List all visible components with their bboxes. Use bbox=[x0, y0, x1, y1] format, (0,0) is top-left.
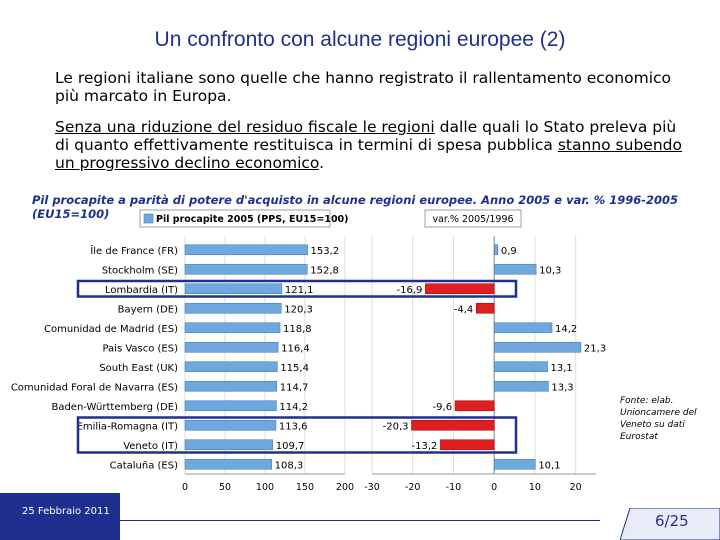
var-value-label: 13,3 bbox=[551, 382, 573, 393]
underlined-phrase-2: stanno subendo un progressivo declino ec… bbox=[55, 136, 682, 172]
x-tick-label-right: 10 bbox=[529, 482, 541, 493]
paragraph-text-2: . bbox=[319, 154, 325, 172]
x-tick-label-right: -30 bbox=[364, 482, 380, 493]
pil-bar bbox=[184, 341, 279, 353]
pil-bar bbox=[184, 283, 283, 295]
category-label: Pais Vasco (ES) bbox=[102, 343, 178, 354]
pil-value-label: 108,3 bbox=[275, 460, 304, 471]
var-value-label: 13,1 bbox=[551, 363, 573, 374]
category-label: Stockholm (SE) bbox=[102, 265, 178, 276]
var-bar bbox=[493, 263, 537, 275]
category-label: South East (UK) bbox=[99, 363, 178, 374]
var-bar bbox=[493, 322, 553, 334]
var-value-label: 21,3 bbox=[584, 343, 606, 354]
pil-value-label: 120,3 bbox=[284, 304, 313, 315]
category-label: Veneto (IT) bbox=[123, 441, 178, 452]
var-bar bbox=[493, 458, 536, 470]
footer-date: 25 Febbraio 2011 bbox=[22, 506, 110, 517]
legend-label-left: Pil procapite 2005 (PPS, EU15=100) bbox=[156, 214, 349, 225]
highlight-box bbox=[76, 416, 518, 454]
var-bar bbox=[440, 439, 495, 451]
pil-value-label: 152,8 bbox=[310, 265, 339, 276]
category-label: Cataluña (ES) bbox=[110, 460, 178, 471]
var-value-label: 0,9 bbox=[501, 246, 517, 257]
pil-value-label: 113,6 bbox=[279, 421, 308, 432]
pil-bar bbox=[184, 458, 272, 470]
slide-title: Un confronto con alcune regioni europee … bbox=[154, 28, 566, 51]
page-number: 6/25 bbox=[655, 512, 689, 530]
x-tick-label-left: 100 bbox=[256, 482, 274, 493]
var-bar bbox=[493, 380, 549, 392]
legend-box-right bbox=[424, 209, 522, 228]
var-bar bbox=[493, 341, 582, 353]
var-bar bbox=[475, 302, 495, 314]
pil-bar bbox=[184, 244, 308, 256]
intro-paragraph: Le regioni italiane sono quelle che hann… bbox=[55, 69, 672, 105]
page-number-tab bbox=[620, 508, 720, 540]
pil-value-label: 116,4 bbox=[281, 343, 310, 354]
category-label: Emilia-Romagna (IT) bbox=[77, 421, 179, 432]
var-value-label: 14,2 bbox=[555, 324, 577, 335]
var-value-label: 10,1 bbox=[538, 460, 560, 471]
highlight-box bbox=[76, 279, 518, 298]
pil-bar bbox=[184, 380, 278, 392]
pil-value-label: 114,7 bbox=[280, 382, 309, 393]
legend-swatch-left bbox=[143, 213, 154, 224]
x-tick-label-right: 20 bbox=[570, 482, 582, 493]
category-label: Bayern (DE) bbox=[118, 304, 178, 315]
category-label: Comunidad de Madrid (ES) bbox=[44, 324, 178, 335]
category-label: Lombardia (IT) bbox=[105, 285, 178, 296]
var-value-label: -13,2 bbox=[412, 441, 438, 452]
pil-value-label: 121,1 bbox=[285, 285, 314, 296]
var-bar bbox=[425, 283, 495, 295]
pil-bar bbox=[184, 419, 277, 431]
pil-value-label: 109,7 bbox=[276, 441, 305, 452]
page-number-tab-shape bbox=[620, 508, 720, 540]
pil-bar bbox=[184, 322, 281, 334]
category-label: Île de France (FR) bbox=[89, 244, 178, 257]
pil-value-label: 114,2 bbox=[279, 402, 308, 413]
argument-paragraph: Senza una riduzione del residuo fiscale … bbox=[55, 118, 695, 172]
var-value-label: -20,3 bbox=[383, 421, 409, 432]
var-value-label: -4,4 bbox=[454, 304, 474, 315]
var-bar bbox=[454, 400, 495, 412]
chart-caption: Pil procapite a parità di potere d'acqui… bbox=[32, 193, 679, 221]
var-value-label: -16,9 bbox=[396, 285, 422, 296]
pil-value-label: 118,8 bbox=[283, 324, 312, 335]
x-tick-label-left: 200 bbox=[336, 482, 354, 493]
var-value-label: -9,6 bbox=[433, 402, 453, 413]
var-bar bbox=[493, 244, 499, 256]
underlined-phrase-1: Senza una riduzione del residuo fiscale … bbox=[55, 118, 435, 136]
x-tick-label-left: 150 bbox=[296, 482, 314, 493]
x-tick-label-left: 50 bbox=[219, 482, 231, 493]
pil-value-label: 153,2 bbox=[311, 246, 340, 257]
paragraph-text-1: dalle quali lo Stato preleva più di quan… bbox=[55, 118, 677, 154]
legend-box-left bbox=[139, 209, 331, 228]
x-tick-label-right: -10 bbox=[446, 482, 462, 493]
source-note: Fonte: elab. Unioncamere del Veneto su d… bbox=[620, 396, 697, 442]
footer-bar bbox=[0, 493, 120, 540]
pil-bar bbox=[184, 439, 274, 451]
x-tick-label-right: 0 bbox=[491, 482, 497, 493]
legend-label-right: var.% 2005/1996 bbox=[432, 214, 513, 225]
x-tick-label-left: 0 bbox=[182, 482, 188, 493]
footer-divider bbox=[120, 520, 600, 521]
pil-bar bbox=[184, 263, 308, 275]
var-bar bbox=[493, 361, 548, 373]
pil-value-label: 115,4 bbox=[280, 363, 309, 374]
category-label: Baden-Württemberg (DE) bbox=[51, 402, 178, 413]
var-value-label: 10,3 bbox=[539, 265, 561, 276]
var-bar bbox=[411, 419, 495, 431]
pil-bar bbox=[184, 361, 278, 373]
x-tick-label-right: -20 bbox=[405, 482, 421, 493]
category-label: Comunidad Foral de Navarra (ES) bbox=[11, 382, 178, 393]
pil-bar bbox=[184, 400, 277, 412]
pil-bar bbox=[184, 302, 282, 314]
